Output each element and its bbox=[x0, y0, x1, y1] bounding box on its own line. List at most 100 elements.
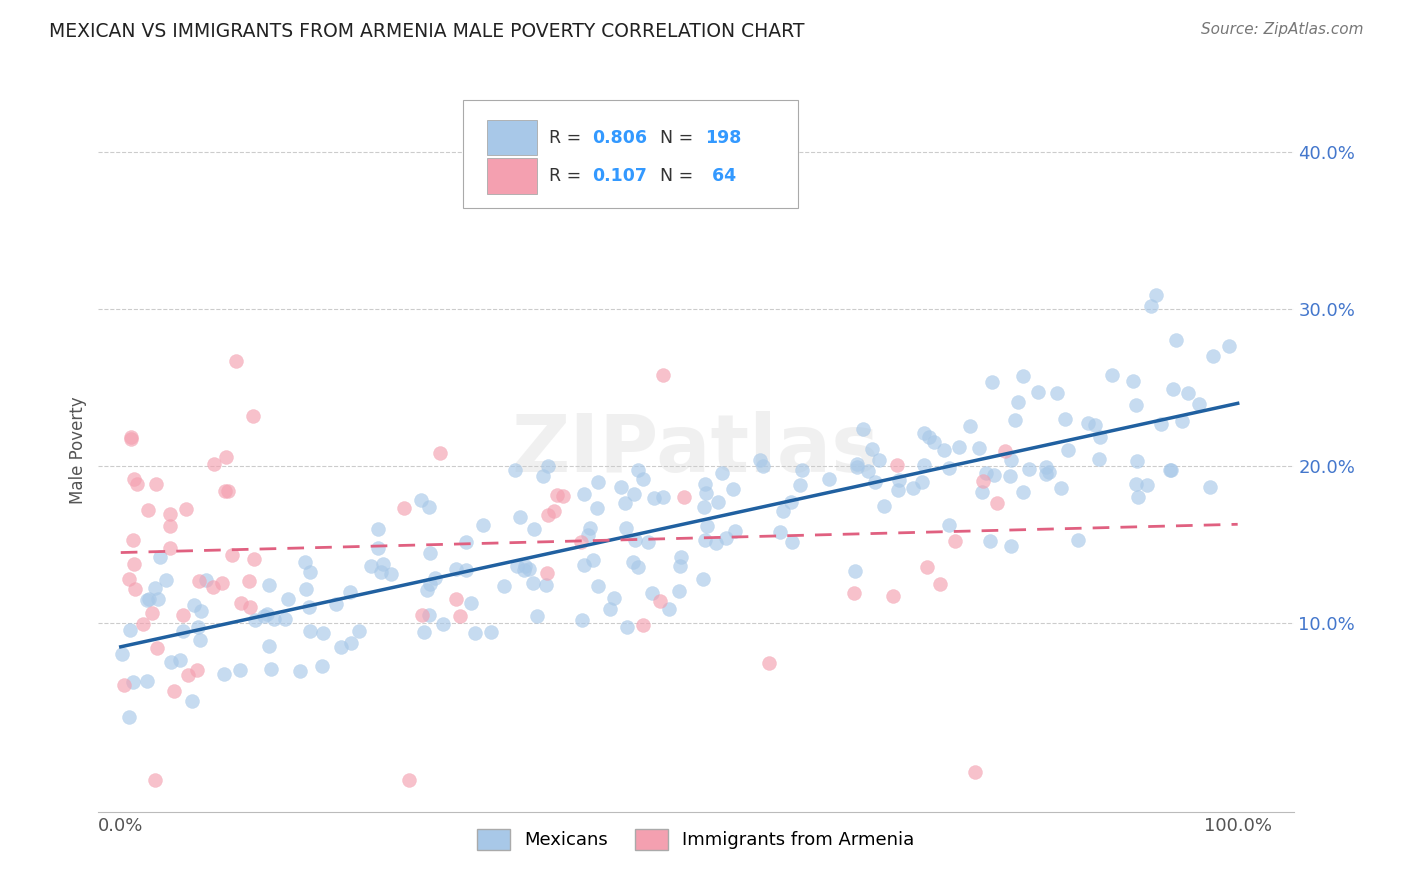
Point bbox=[111, 647, 134, 661]
Point bbox=[772, 504, 794, 518]
Point bbox=[980, 375, 1002, 389]
Point bbox=[419, 546, 441, 560]
Point bbox=[446, 562, 468, 576]
Point bbox=[704, 536, 727, 550]
Point bbox=[169, 653, 191, 667]
Point bbox=[887, 473, 910, 487]
Point bbox=[429, 446, 451, 460]
Point bbox=[707, 495, 730, 509]
Point bbox=[711, 466, 734, 480]
Point bbox=[419, 577, 441, 591]
Point bbox=[263, 612, 285, 626]
Point bbox=[979, 533, 1001, 548]
Point bbox=[614, 521, 637, 535]
Point bbox=[330, 640, 353, 655]
Point bbox=[243, 551, 266, 566]
Point bbox=[294, 555, 316, 569]
Point bbox=[668, 583, 690, 598]
Point bbox=[901, 481, 924, 495]
Point bbox=[506, 559, 529, 574]
Text: N =: N = bbox=[661, 128, 699, 146]
Point bbox=[294, 582, 316, 596]
Point bbox=[1150, 417, 1173, 431]
Point bbox=[257, 640, 280, 654]
Point bbox=[1160, 463, 1182, 477]
Point bbox=[298, 565, 321, 579]
Point bbox=[311, 659, 333, 673]
Point bbox=[118, 624, 141, 638]
Point bbox=[758, 656, 780, 670]
Point bbox=[217, 483, 239, 498]
Point bbox=[132, 616, 155, 631]
Point bbox=[1125, 454, 1147, 468]
Text: ZIPatlas: ZIPatlas bbox=[512, 411, 880, 490]
Point bbox=[551, 489, 574, 503]
Point bbox=[696, 518, 718, 533]
Point bbox=[120, 430, 142, 444]
Point bbox=[1026, 385, 1049, 400]
Point bbox=[790, 463, 813, 477]
Point bbox=[965, 765, 987, 780]
Point bbox=[242, 409, 264, 423]
Point bbox=[610, 480, 633, 494]
Legend: Mexicans, Immigrants from Armenia: Mexicans, Immigrants from Armenia bbox=[470, 822, 922, 857]
Point bbox=[277, 592, 299, 607]
Point bbox=[967, 441, 990, 455]
Point bbox=[586, 501, 609, 516]
Point bbox=[122, 557, 145, 571]
Point bbox=[253, 609, 276, 624]
Point bbox=[339, 584, 361, 599]
Point bbox=[1122, 375, 1144, 389]
Point bbox=[692, 572, 714, 586]
Point bbox=[1136, 478, 1159, 492]
Point bbox=[135, 593, 157, 607]
Point bbox=[367, 541, 389, 556]
Point bbox=[509, 510, 531, 524]
Point bbox=[943, 533, 966, 548]
Point bbox=[148, 591, 170, 606]
Point bbox=[769, 524, 792, 539]
Point bbox=[190, 633, 212, 648]
Point bbox=[818, 472, 841, 486]
Point bbox=[143, 581, 166, 595]
Point bbox=[418, 500, 440, 514]
Text: 64: 64 bbox=[706, 167, 735, 185]
Point bbox=[1187, 397, 1209, 411]
Point bbox=[723, 482, 745, 496]
Point bbox=[229, 663, 252, 677]
Point bbox=[225, 354, 247, 368]
Point bbox=[1035, 467, 1057, 481]
Point bbox=[312, 625, 335, 640]
Point bbox=[616, 620, 638, 634]
Point bbox=[464, 626, 486, 640]
Point bbox=[1171, 414, 1194, 428]
Point bbox=[1125, 476, 1147, 491]
Point bbox=[693, 500, 716, 515]
Point bbox=[695, 486, 717, 500]
Point bbox=[298, 600, 321, 615]
Point bbox=[177, 667, 200, 681]
Point bbox=[526, 609, 548, 624]
Point bbox=[621, 555, 644, 569]
Point bbox=[1018, 462, 1040, 476]
Point bbox=[672, 490, 695, 504]
Point bbox=[245, 613, 267, 627]
Point bbox=[643, 491, 665, 506]
Point bbox=[454, 534, 477, 549]
Point bbox=[929, 576, 952, 591]
Point bbox=[842, 586, 865, 600]
Point bbox=[1057, 442, 1080, 457]
Point bbox=[145, 476, 167, 491]
Point bbox=[546, 488, 568, 502]
Point bbox=[872, 499, 894, 513]
Point bbox=[1000, 469, 1022, 483]
Point bbox=[1046, 385, 1069, 400]
Point bbox=[1126, 490, 1149, 504]
Point bbox=[347, 624, 370, 638]
Point bbox=[1049, 481, 1071, 495]
Point bbox=[863, 475, 886, 489]
Point bbox=[627, 559, 650, 574]
Point bbox=[1140, 299, 1163, 313]
Point bbox=[669, 558, 692, 573]
FancyBboxPatch shape bbox=[486, 158, 537, 194]
